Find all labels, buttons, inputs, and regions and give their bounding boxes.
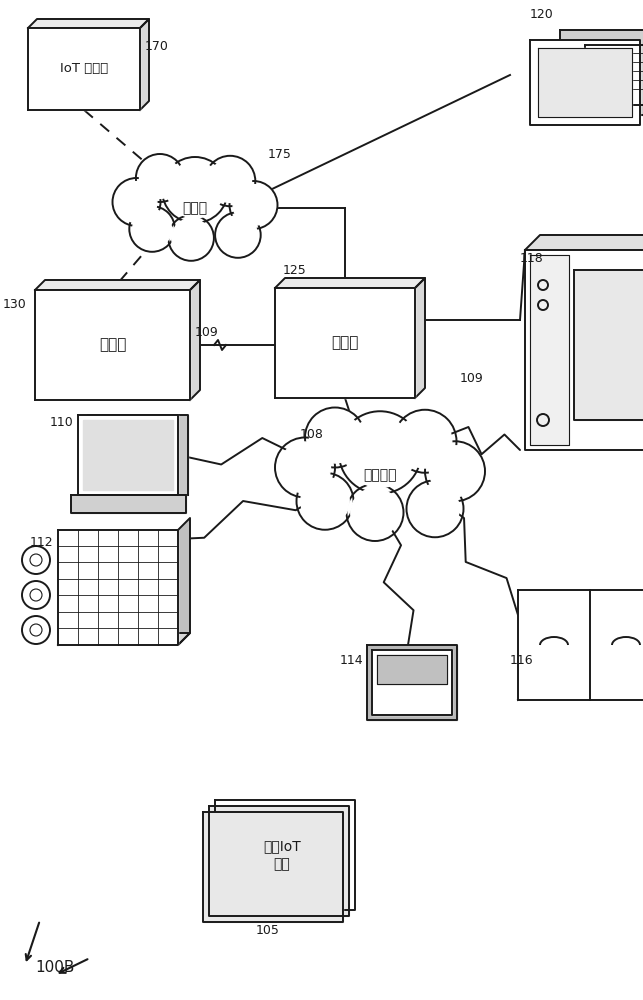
Polygon shape [209, 806, 349, 916]
Text: 监督器: 监督器 [99, 338, 126, 353]
Polygon shape [58, 530, 178, 645]
Circle shape [136, 154, 184, 202]
Circle shape [398, 414, 452, 468]
Circle shape [411, 485, 459, 533]
Text: 109: 109 [195, 326, 219, 340]
Circle shape [309, 412, 361, 463]
Polygon shape [415, 278, 425, 398]
Circle shape [129, 206, 175, 252]
Polygon shape [35, 280, 200, 290]
Circle shape [351, 488, 399, 537]
Circle shape [233, 185, 274, 225]
Polygon shape [275, 288, 415, 398]
Text: 无源IoT
设备: 无源IoT 设备 [263, 839, 301, 871]
Polygon shape [525, 250, 643, 450]
Polygon shape [71, 495, 186, 513]
Circle shape [116, 182, 157, 222]
Text: 130: 130 [3, 298, 27, 312]
Text: 118: 118 [520, 251, 544, 264]
Polygon shape [377, 655, 447, 684]
Polygon shape [58, 633, 190, 645]
Circle shape [209, 160, 251, 202]
Polygon shape [140, 19, 149, 110]
Text: 图特网: 图特网 [183, 201, 208, 215]
Text: 170: 170 [145, 39, 169, 52]
Circle shape [339, 411, 421, 494]
Polygon shape [83, 420, 173, 490]
Text: 108: 108 [300, 428, 324, 442]
Polygon shape [190, 280, 200, 400]
Polygon shape [538, 48, 632, 117]
Circle shape [280, 442, 331, 493]
Polygon shape [28, 19, 149, 28]
Circle shape [394, 410, 457, 473]
Circle shape [347, 484, 404, 541]
Circle shape [132, 210, 172, 248]
Circle shape [345, 417, 415, 488]
Circle shape [219, 216, 257, 254]
Text: 114: 114 [340, 654, 364, 666]
Polygon shape [585, 45, 643, 105]
Polygon shape [178, 518, 190, 645]
Circle shape [22, 616, 50, 644]
Polygon shape [518, 693, 643, 700]
Circle shape [305, 408, 365, 468]
Circle shape [22, 546, 50, 574]
Text: 109: 109 [460, 371, 484, 384]
Circle shape [167, 162, 223, 218]
Polygon shape [530, 255, 569, 445]
Text: 116: 116 [510, 654, 534, 666]
Circle shape [215, 212, 260, 258]
Polygon shape [574, 270, 643, 420]
Circle shape [230, 181, 278, 229]
Polygon shape [275, 278, 425, 288]
Text: IoT 服务器: IoT 服务器 [60, 62, 108, 76]
Text: 175: 175 [268, 148, 292, 161]
Circle shape [406, 480, 464, 537]
Text: 100B: 100B [35, 960, 75, 976]
Text: 125: 125 [283, 263, 307, 276]
Text: 空中接口: 空中接口 [363, 468, 397, 482]
Circle shape [430, 446, 480, 497]
Circle shape [296, 473, 354, 530]
Circle shape [172, 219, 210, 257]
Text: 接入点: 接入点 [331, 336, 359, 351]
Circle shape [113, 178, 161, 226]
Polygon shape [215, 800, 355, 910]
Polygon shape [560, 30, 643, 115]
Polygon shape [88, 415, 188, 495]
Polygon shape [203, 812, 343, 922]
Text: 112: 112 [30, 536, 53, 548]
Text: 120: 120 [530, 8, 554, 21]
Circle shape [140, 158, 180, 198]
Polygon shape [35, 290, 190, 400]
Polygon shape [28, 28, 140, 110]
Text: 105: 105 [256, 924, 280, 936]
Polygon shape [367, 645, 457, 720]
Polygon shape [518, 590, 643, 700]
Text: 110: 110 [50, 416, 74, 428]
Polygon shape [530, 40, 640, 125]
Circle shape [275, 438, 335, 497]
Circle shape [162, 157, 228, 223]
Polygon shape [525, 235, 643, 250]
Polygon shape [78, 415, 178, 495]
Polygon shape [372, 650, 452, 715]
Circle shape [425, 441, 485, 501]
Circle shape [22, 581, 50, 609]
Circle shape [301, 477, 349, 525]
Circle shape [168, 215, 214, 261]
Circle shape [205, 156, 255, 206]
